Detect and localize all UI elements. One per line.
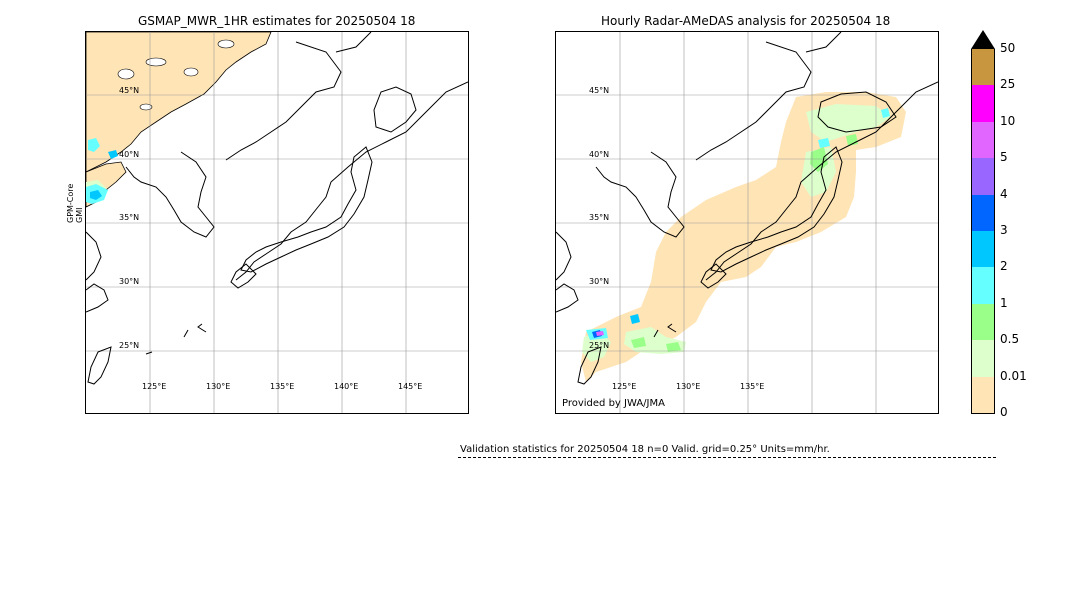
colorbar-segment (971, 303, 995, 341)
right-lat-label-30: 30°N (589, 277, 610, 286)
left-precip-blue (90, 190, 102, 200)
colorbar-segment (971, 376, 995, 414)
right-precip-magenta (596, 331, 604, 336)
right-coastlines (556, 32, 938, 385)
right-precip-lightgreen-1 (806, 104, 891, 142)
right-precip-green-3 (666, 342, 681, 352)
colorbar-tick-label: 0.5 (1000, 332, 1020, 347)
left-lat-label-45: 45°N (119, 86, 140, 95)
colorbar-tick-label: 0.01 (1000, 368, 1027, 383)
right-grid-lines (556, 32, 938, 413)
colorbar-segment (971, 158, 995, 195)
colorbar-tick-label: 3 (1000, 223, 1008, 237)
validation-statistics: Validation statistics for 20250504 18 n=… (460, 444, 830, 455)
colorbar-segment (971, 194, 995, 231)
right-lon-label-135: 135°E (740, 382, 765, 391)
colorbar-tick-label: 4 (1000, 186, 1008, 201)
right-lat-label-35: 35°N (589, 213, 610, 222)
left-map-title: GSMAP_MWR_1HR estimates for 20250504 18 (138, 14, 416, 28)
colorbar (971, 49, 995, 414)
left-sensor-label-bottom: GMI (75, 207, 84, 223)
left-lon-label-125: 125°E (142, 382, 167, 391)
left-lat-label-35: 35°N (119, 213, 140, 222)
right-lat-label-45: 45°N (589, 86, 610, 95)
right-lon-label-125: 125°E (612, 382, 637, 391)
right-precip-blue-1 (630, 314, 640, 324)
colorbar-segment (971, 340, 995, 377)
left-precip-cyan-1 (88, 138, 100, 152)
right-lon-label-130: 130°E (676, 382, 701, 391)
colorbar-segment (971, 121, 995, 159)
colorbar-segment (971, 231, 995, 268)
left-map-panel: 45°N 40°N 35°N 30°N 25°N 125°E 130°E 135… (85, 31, 469, 414)
left-map-canvas (86, 32, 468, 413)
colorbar-segment (971, 49, 995, 86)
right-precip-green-1 (810, 147, 828, 172)
colorbar-tick-label: 25 (1000, 77, 1016, 92)
left-lat-label-25: 25°N (119, 341, 140, 350)
colorbar-tick-label: 50 (1000, 41, 1016, 55)
colorbar-tick-label: 5 (1000, 150, 1008, 165)
left-lat-label-40: 40°N (119, 150, 140, 159)
right-precip-lightgreen-3 (582, 332, 611, 362)
validation-underline (458, 457, 996, 458)
colorbar-extend-arrow (971, 30, 995, 49)
colorbar-tick-label: 10 (1000, 113, 1016, 128)
colorbar-segment (971, 85, 995, 122)
left-coastlines (86, 32, 468, 385)
provider-credit: Provided by JWA/JMA (562, 398, 665, 409)
right-precip-cyan-2 (881, 108, 890, 118)
right-precip-cyan-1 (818, 138, 830, 148)
colorbar-segment (971, 267, 995, 304)
colorbar-tick-label: 1 (1000, 295, 1008, 310)
left-lon-label-145: 145°E (398, 382, 423, 391)
colorbar-tick-label: 2 (1000, 259, 1008, 274)
right-lat-label-25: 25°N (589, 341, 610, 350)
right-map-panel: 45°N 40°N 35°N 30°N 25°N 125°E 130°E 135… (555, 31, 939, 414)
right-map-title: Hourly Radar-AMeDAS analysis for 2025050… (601, 14, 891, 28)
left-lon-label-135: 135°E (270, 382, 295, 391)
left-sensor-label-top: GPM-Core (66, 183, 75, 223)
right-lat-label-40: 40°N (589, 150, 610, 159)
right-map-canvas (556, 32, 938, 413)
left-lon-label-140: 140°E (334, 382, 359, 391)
left-lat-label-30: 30°N (119, 277, 140, 286)
right-precip-green-4 (631, 337, 646, 348)
left-lon-label-130: 130°E (206, 382, 231, 391)
colorbar-tick-label: 0 (1000, 405, 1008, 419)
left-grid-lines (86, 32, 468, 413)
left-precip-blue-2 (108, 150, 118, 159)
